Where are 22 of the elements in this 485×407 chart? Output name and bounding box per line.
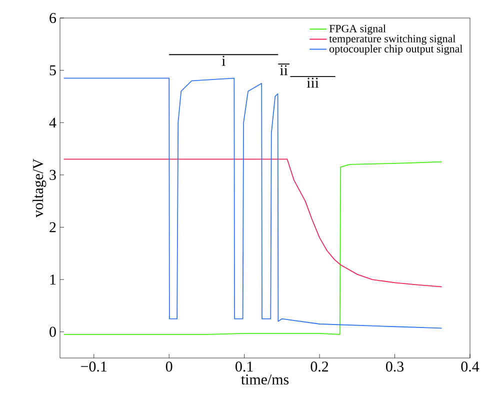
x-tick-label: 0.3 <box>386 362 404 372</box>
y-tick-label: 0 <box>50 326 56 337</box>
y-tick-label: 3 <box>50 170 56 180</box>
x-tick-label: −0.1 <box>81 362 107 372</box>
x-tick-label: 0.1 <box>236 362 253 372</box>
legend-label: FPGA signal <box>329 24 386 35</box>
y-tick-label: 1 <box>50 274 56 284</box>
x-axis-title: time/ms <box>241 374 289 385</box>
line-series <box>63 78 442 329</box>
y-tick-label: 6 <box>50 12 56 24</box>
x-tick-label: 0 <box>166 362 172 372</box>
y-tick-label: 5 <box>50 65 56 76</box>
x-tick-label: 0.2 <box>310 362 328 372</box>
x-tick-label: 0.4 <box>461 362 480 372</box>
annotation: ii <box>280 65 288 76</box>
legend-label: optocoupler chip output signal <box>330 44 462 55</box>
y-tick-label: 4 <box>49 118 56 128</box>
y-axis-title: voltage/V <box>32 158 46 218</box>
annotation: i <box>222 56 226 66</box>
y-tick-label: 2 <box>50 222 56 232</box>
annotation: iii <box>306 78 319 88</box>
legend-label: temperature switching signal <box>329 34 456 45</box>
